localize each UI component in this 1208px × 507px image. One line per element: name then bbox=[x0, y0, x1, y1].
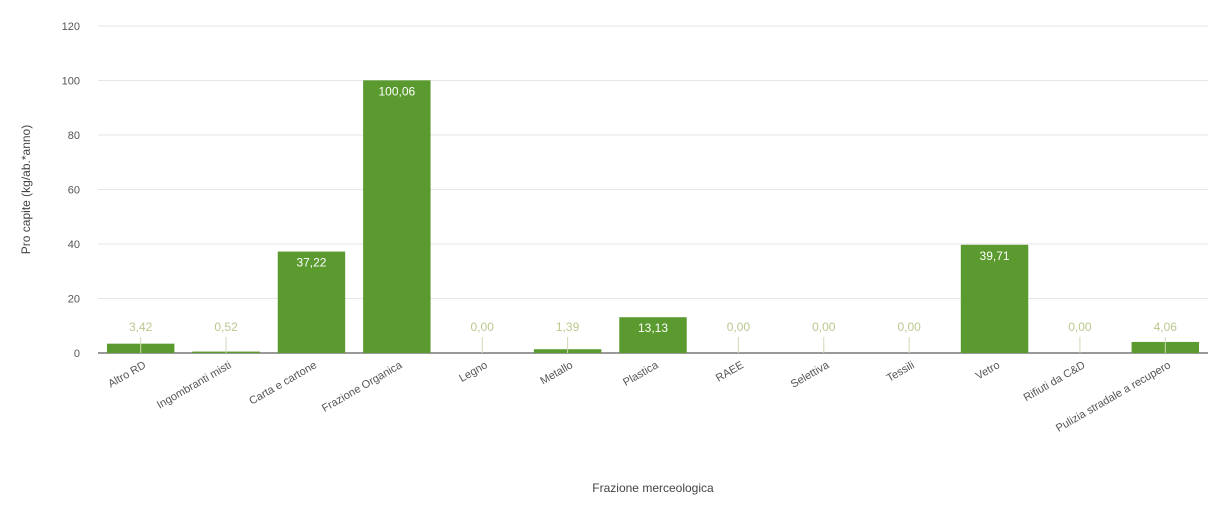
data-label: 39,71 bbox=[980, 249, 1010, 263]
data-label: 4,06 bbox=[1154, 320, 1178, 334]
y-tick-label: 120 bbox=[62, 21, 80, 33]
data-labels: 3,42 0,52 37,22 100,06 0,00 1,39 13,13 0,00 0,00… bbox=[129, 84, 1177, 353]
bar[interactable] bbox=[277, 251, 346, 353]
x-tick-label: Metallo bbox=[538, 359, 575, 387]
y-tick-label: 100 bbox=[62, 76, 80, 88]
gridlines bbox=[98, 25, 1208, 354]
data-label: 0,00 bbox=[812, 320, 836, 334]
y-axis-title: Pro capite (kg/ab.*anno) bbox=[19, 125, 33, 254]
y-tick-label: 60 bbox=[68, 185, 80, 197]
data-label: 13,13 bbox=[638, 321, 668, 335]
data-label: 3,42 bbox=[129, 320, 153, 334]
data-label: 0,52 bbox=[214, 320, 238, 334]
x-tick-label: Frazione Organica bbox=[320, 359, 405, 415]
x-tick-label: Rifiuti da C&D bbox=[1022, 359, 1088, 404]
x-tick-label: Carta e cartone bbox=[247, 359, 319, 407]
x-tick-label: Selettiva bbox=[789, 359, 832, 391]
x-tick-label: Plastica bbox=[621, 359, 661, 389]
bar[interactable] bbox=[363, 80, 431, 354]
y-tick-label: 40 bbox=[68, 239, 80, 251]
bar[interactable] bbox=[619, 317, 687, 353]
y-tick-label: 80 bbox=[68, 130, 80, 142]
data-label: 0,00 bbox=[471, 320, 495, 334]
x-tick-label: Altro RD bbox=[106, 359, 148, 390]
x-axis-title: Frazione merceologica bbox=[592, 481, 714, 495]
data-label: 0,00 bbox=[727, 320, 751, 334]
x-tick-label: Legno bbox=[457, 359, 489, 385]
y-axis: 0 20 40 60 80 100 120 bbox=[62, 21, 80, 360]
x-tick-label: RAEE bbox=[714, 359, 746, 384]
data-label: 1,39 bbox=[556, 320, 580, 334]
y-tick-label: 0 bbox=[74, 348, 80, 360]
x-tick-label: Vetro bbox=[974, 359, 1002, 382]
data-label: 0,00 bbox=[897, 320, 921, 334]
y-tick-label: 20 bbox=[68, 294, 80, 306]
data-label: 0,00 bbox=[1068, 320, 1092, 334]
x-tick-label: Ingombranti misti bbox=[155, 359, 234, 411]
bar[interactable] bbox=[960, 244, 1029, 353]
data-label: 100,06 bbox=[378, 84, 415, 98]
x-axis: Altro RD Ingombranti misti Carta e cartone… bbox=[106, 359, 1173, 435]
bars bbox=[106, 80, 1200, 354]
data-label: 37,22 bbox=[296, 256, 326, 270]
x-tick-label: Tessili bbox=[885, 359, 917, 384]
